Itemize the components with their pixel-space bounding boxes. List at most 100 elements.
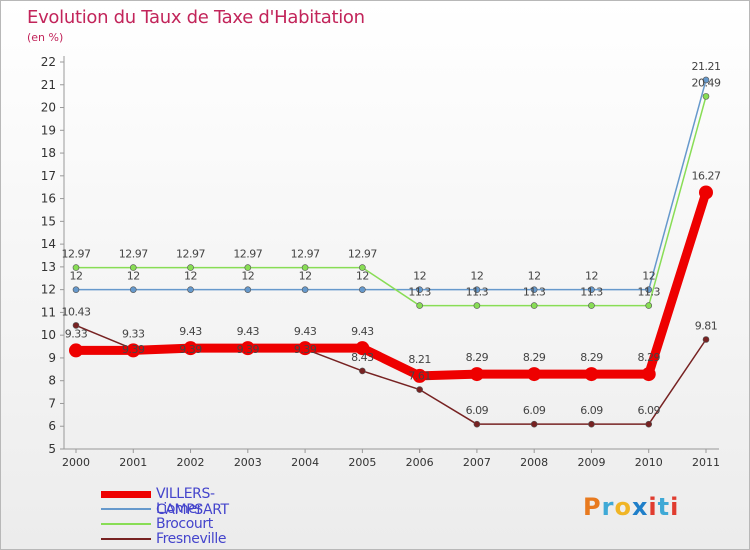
data-label-fresneville: 9.39 bbox=[122, 343, 145, 356]
x-tick-label: 2001 bbox=[119, 456, 147, 469]
series-point-villers-campsart bbox=[69, 343, 83, 358]
legend-swatch bbox=[101, 538, 151, 540]
data-label-villers-campsart: 8.29 bbox=[580, 351, 603, 364]
data-label-liomer: 12 bbox=[70, 270, 83, 283]
data-label-brocourt: 12.97 bbox=[348, 248, 377, 261]
data-label-brocourt: 12.97 bbox=[233, 248, 262, 261]
y-tick-label: 16 bbox=[41, 192, 56, 206]
data-label-liomer: 21.21 bbox=[692, 60, 721, 73]
y-tick-label: 17 bbox=[41, 169, 56, 183]
data-label-liomer: 12 bbox=[356, 270, 369, 283]
data-label-brocourt: 12.97 bbox=[176, 248, 205, 261]
series-point-liomer bbox=[702, 76, 710, 84]
series-point-brocourt bbox=[301, 264, 309, 271]
series-point-brocourt bbox=[72, 264, 80, 271]
data-label-brocourt: 11.3 bbox=[523, 286, 546, 299]
series-point-fresneville bbox=[359, 367, 366, 375]
data-label-fresneville: 9.39 bbox=[294, 343, 317, 356]
y-tick-label: 20 bbox=[41, 101, 56, 115]
axes: 5 6 7 8 9 10 11 12 13 14 15 16 17 18 19 20 21 22 2000 2001 2… bbox=[41, 55, 720, 469]
data-label-brocourt: 11.3 bbox=[637, 286, 660, 299]
logo-letter: o bbox=[614, 493, 632, 521]
series-point-brocourt bbox=[530, 302, 538, 309]
x-tick-label: 2005 bbox=[348, 456, 376, 469]
series-line-villers-campsart bbox=[71, 187, 711, 381]
data-label-brocourt: 11.3 bbox=[408, 286, 431, 299]
x-tick-label: 2002 bbox=[177, 456, 205, 469]
x-tick-label: 2000 bbox=[62, 456, 90, 469]
series-point-fresneville bbox=[588, 420, 595, 428]
legend-swatch bbox=[101, 508, 151, 510]
y-tick-label: 19 bbox=[41, 123, 56, 137]
y-tick-label: 8 bbox=[48, 374, 56, 388]
legend-label: Brocourt bbox=[156, 516, 213, 532]
series-point-brocourt bbox=[702, 93, 710, 100]
series-point-villers-campsart bbox=[469, 367, 484, 382]
series-point-fresneville bbox=[72, 322, 80, 329]
data-label-fresneville: 9.39 bbox=[237, 343, 260, 356]
data-label-fresneville: 6.09 bbox=[580, 404, 603, 417]
data-label-fresneville: 9.39 bbox=[179, 343, 202, 356]
series-point-liomer bbox=[129, 286, 137, 293]
y-tick-label: 5 bbox=[48, 442, 56, 456]
proxiti-logo[interactable]: Proxiti bbox=[583, 493, 679, 521]
y-tick-label: 11 bbox=[41, 305, 56, 319]
y-tick-label: 10 bbox=[41, 328, 56, 342]
series-point-villers-campsart bbox=[240, 341, 255, 356]
data-label-fresneville: 6.09 bbox=[637, 404, 660, 417]
series-point-brocourt bbox=[129, 264, 137, 271]
series-point-fresneville bbox=[473, 420, 481, 428]
series-point-brocourt bbox=[187, 264, 194, 271]
series-point-brocourt bbox=[359, 264, 366, 271]
data-label-fresneville: 9.81 bbox=[695, 320, 718, 333]
series-point-villers-campsart bbox=[355, 341, 370, 356]
series-point-liomer bbox=[416, 286, 423, 293]
series-point-brocourt bbox=[416, 302, 423, 309]
data-label-fresneville: 6.09 bbox=[466, 404, 489, 417]
logo-letter: r bbox=[601, 493, 615, 521]
data-label-villers-campsart: 16.27 bbox=[692, 169, 721, 182]
data-label-villers-campsart: 9.43 bbox=[351, 325, 374, 338]
x-tick-label: 2008 bbox=[520, 456, 548, 469]
data-label-villers-campsart: 8.29 bbox=[637, 351, 660, 364]
y-tick-label: 15 bbox=[41, 214, 56, 228]
data-label-villers-campsart: 9.43 bbox=[294, 325, 317, 338]
series-point-brocourt bbox=[645, 302, 653, 309]
x-tick-label: 2007 bbox=[463, 456, 491, 469]
series-point-villers-campsart bbox=[527, 367, 542, 382]
series-line-brocourt bbox=[75, 95, 707, 307]
y-tick-label: 18 bbox=[41, 146, 56, 160]
data-label-liomer: 12 bbox=[413, 270, 426, 283]
data-label-fresneville: 10.43 bbox=[62, 305, 91, 318]
data-label-liomer: 12 bbox=[642, 270, 655, 283]
series-point-villers-campsart bbox=[298, 341, 313, 356]
data-label-brocourt: 20.49 bbox=[692, 76, 721, 89]
series-point-brocourt bbox=[473, 302, 481, 309]
legend-label: VILLERS-CAMPSART bbox=[156, 486, 229, 518]
logo-letter: i bbox=[648, 493, 658, 521]
y-tick-label: 22 bbox=[41, 55, 56, 69]
series-point-brocourt bbox=[588, 302, 595, 309]
series-layer bbox=[69, 76, 713, 428]
x-tick-label: 2006 bbox=[406, 456, 434, 469]
legend-label: Liomer bbox=[156, 501, 202, 517]
data-label-fresneville: 7.61 bbox=[408, 370, 431, 383]
series-point-fresneville bbox=[416, 386, 423, 393]
logo-letter: t bbox=[657, 493, 671, 521]
data-label-brocourt: 12.97 bbox=[62, 248, 91, 261]
chart-unit-label: (en %) bbox=[27, 31, 64, 44]
data-label-villers-campsart: 8.29 bbox=[523, 351, 546, 364]
data-labels-layer: 9.33 9.33 9.43 9.43 9.43 9.43 8.21 8.29 8.29 8.29… bbox=[62, 60, 722, 417]
data-label-brocourt: 12.97 bbox=[119, 248, 148, 261]
chart-title: Evolution du Taux de Taxe d'Habitation bbox=[27, 7, 365, 28]
series-point-fresneville bbox=[530, 420, 538, 428]
data-label-brocourt: 11.3 bbox=[580, 286, 603, 299]
data-label-villers-campsart: 9.33 bbox=[65, 327, 88, 340]
y-tick-label: 14 bbox=[41, 237, 56, 251]
data-label-brocourt: 12.97 bbox=[291, 248, 320, 261]
series-point-liomer bbox=[645, 286, 653, 293]
data-label-villers-campsart: 9.33 bbox=[122, 327, 145, 340]
x-tick-label: 2004 bbox=[291, 456, 319, 469]
logo-letter: i bbox=[670, 493, 680, 521]
